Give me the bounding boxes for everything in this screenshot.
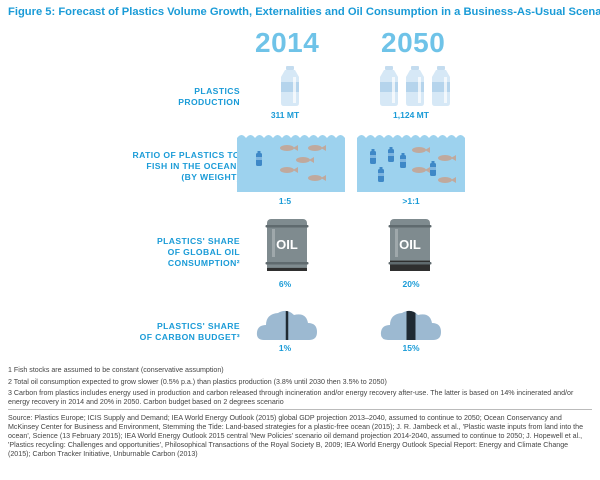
year-2050-header: 2050 (381, 27, 446, 58)
row-label-plastics-production: PLASTICS PRODUCTION (178, 86, 240, 107)
ratio-2014-value: 1:5 (278, 196, 292, 206)
ratio-2050-value: >1:1 (402, 196, 420, 206)
plastic-bottle (406, 66, 424, 106)
source-divider (8, 409, 592, 410)
plastic-bottle-small (256, 151, 262, 166)
carbon-share-2014-value: 1% (278, 343, 292, 353)
ocean-2050-icon (357, 135, 465, 192)
carbon-share-fill (406, 310, 416, 341)
oil-share-fill (267, 267, 307, 271)
plastic-bottle (432, 66, 450, 106)
bottles-2050-icon (380, 66, 450, 106)
plastics-production-2050-value: 1,124 MT (393, 110, 429, 120)
footnote-2: 2 Total oil consumption expected to grow… (8, 378, 387, 386)
plastic-bottle-small (378, 167, 384, 182)
fish-icon (280, 167, 298, 173)
fish-icon (296, 157, 314, 163)
ocean-water (237, 135, 345, 192)
ocean-2014-icon (237, 135, 345, 192)
fish-icon (438, 177, 456, 183)
row-label-plastics-to-fish-ratio: RATIO OF PLASTICS TO FISH IN THE OCEAN¹ … (132, 150, 240, 182)
oil-share-2014-value: 6% (278, 279, 292, 289)
plastic-bottle (281, 66, 299, 106)
year-2014-header: 2014 (255, 27, 320, 58)
oil-label: OIL (399, 237, 421, 252)
oil-share-2050-value: 20% (402, 279, 420, 289)
carbon-share-2050-value: 15% (402, 343, 420, 353)
plastic-bottle-small (370, 149, 376, 164)
carbon-cloud-2050-icon (380, 310, 441, 341)
footnote-1: 1 Fish stocks are assumed to be constant… (8, 366, 224, 374)
carbon-share-fill (285, 310, 289, 341)
plastic-bottle-small (388, 147, 394, 162)
footnote-3: 3 Carbon from plastics includes energy u… (8, 389, 574, 406)
oil-barrel (265, 219, 309, 271)
plastic-bottle (380, 66, 398, 106)
fish-icon (308, 145, 326, 151)
figure-title: Figure 5: Forecast of Plastics Volume Gr… (8, 6, 600, 18)
fish-icon (308, 175, 326, 181)
carbon-cloud-2014-icon (256, 310, 317, 341)
oil-label: OIL (276, 237, 298, 252)
fish-icon (280, 145, 298, 151)
bottles-2014-icon (281, 66, 299, 106)
oil-share-fill (390, 260, 430, 271)
fish-icon (412, 147, 430, 153)
plastics-production-2014-value: 311 MT (270, 110, 300, 120)
fish-icon (412, 167, 430, 173)
row-label-oil-consumption-share: PLASTICS' SHARE OF GLOBAL OIL CONSUMPTIO… (156, 236, 240, 268)
row-label-carbon-budget-share: PLASTICS' SHARE OF CARBON BUDGET³ (139, 321, 240, 342)
oil-barrel (388, 219, 432, 271)
oil-barrel-2050-icon: OIL (388, 219, 432, 271)
oil-barrel-2014-icon: OIL (265, 219, 309, 271)
plastic-bottle-small (430, 161, 436, 176)
plastic-bottle-small (400, 153, 406, 168)
fish-icon (438, 155, 456, 161)
source-text: Source: Plastics Europe; ICIS Supply and… (8, 414, 584, 458)
